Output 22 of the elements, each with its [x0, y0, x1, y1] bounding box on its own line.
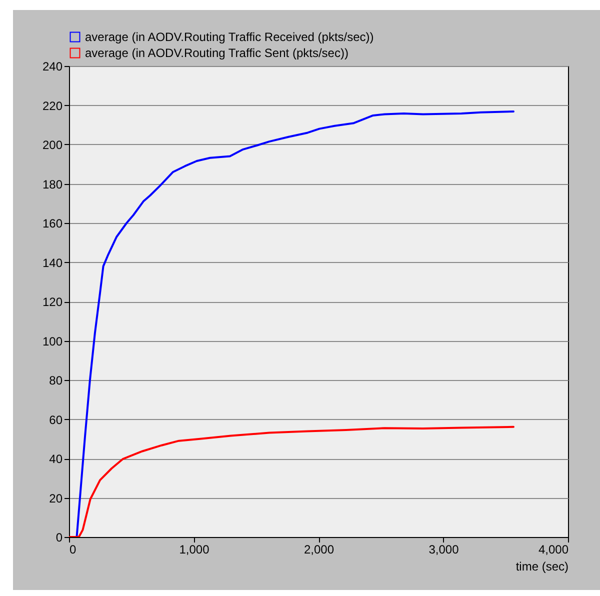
x-tick-label: 0: [70, 542, 76, 556]
legend-label: average (in AODV.Routing Traffic Received (pkts/sec)): [85, 30, 374, 44]
y-tick-label: 40: [49, 452, 63, 466]
line-series: [69, 426, 514, 537]
y-tick-label: 0: [56, 530, 63, 544]
x-tick-label: 3,000: [428, 542, 460, 556]
y-tick-label: 120: [42, 295, 63, 309]
y-tick-label: 160: [42, 216, 63, 230]
x-tick-label: 2,000: [304, 542, 334, 556]
legend-label: average (in AODV.Routing Traffic Sent (pkts/sec)): [85, 46, 348, 60]
y-tick-label: 180: [42, 177, 63, 192]
y-tick-label: 20: [49, 491, 63, 506]
y-tick-label: 80: [49, 374, 63, 388]
y-tick-label: 60: [49, 412, 63, 427]
x-tick-label: 4,000: [538, 542, 569, 556]
y-tick-label: 240: [42, 60, 63, 74]
y-tick-label: 220: [42, 98, 63, 113]
y-tick-label: 140: [42, 256, 63, 270]
x-axis-title: time (sec): [516, 560, 568, 574]
y-tick-label: 100: [42, 334, 63, 348]
x-tick-label: 1,000: [179, 542, 210, 556]
y-tick-label: 200: [42, 138, 63, 152]
